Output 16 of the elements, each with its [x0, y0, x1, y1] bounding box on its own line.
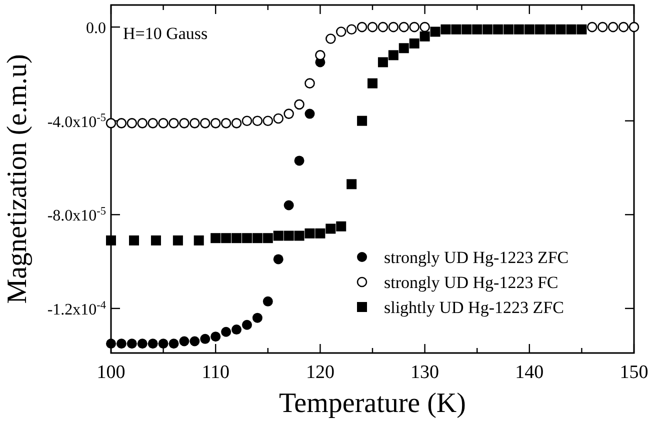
x-tick-label: 140 — [515, 362, 544, 383]
x-axis-title: Temperature (K) — [279, 388, 466, 419]
x-tick-label: 110 — [202, 362, 230, 383]
y-axis-title: Magnetization (e.m.u) — [2, 54, 33, 304]
y-tick-label: -4.0x10$^{-5}$ — [47, 112, 106, 131]
y-tick-label: 0.0 — [86, 20, 106, 38]
x-tick-label: 130 — [410, 362, 440, 383]
y-tick-label: -1.2x10$^{-4}$ — [47, 299, 106, 318]
x-tick-label: 150 — [620, 362, 648, 383]
x-tick-label: 120 — [306, 362, 334, 383]
legend-label: strongly UD Hg-1223 FC — [384, 273, 558, 292]
x-tick-label: 100 — [96, 362, 126, 383]
annotation: H=10 Gauss — [123, 24, 208, 43]
legend-label: slightly UD Hg-1223 ZFC — [384, 298, 564, 317]
legend-label: strongly UD Hg-1223 ZFC — [384, 248, 569, 267]
y-tick-label: -8.0x10$^{-5}$ — [47, 206, 106, 225]
